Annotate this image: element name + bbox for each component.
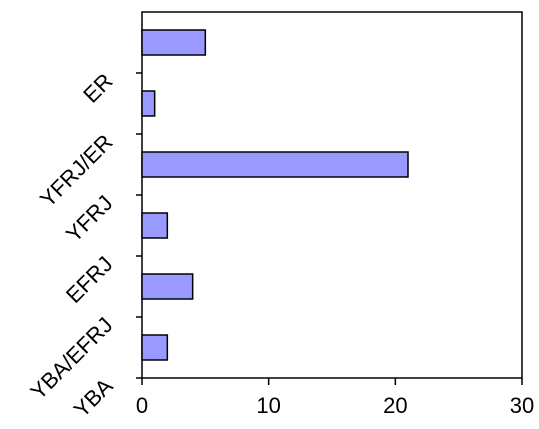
category-label: EFRJ xyxy=(61,251,118,308)
plot-area xyxy=(141,11,523,379)
bar xyxy=(141,29,207,56)
bars-group xyxy=(141,29,409,361)
x-tick-label: 30 xyxy=(510,393,534,418)
x-tick-label: 0 xyxy=(136,393,148,418)
category-label: ER xyxy=(78,68,117,107)
x-axis: 0 10 20 30 xyxy=(136,72,534,418)
x-tick-label: 20 xyxy=(383,393,407,418)
bar xyxy=(141,273,194,300)
bar xyxy=(141,334,169,361)
bar xyxy=(141,90,156,117)
bar xyxy=(141,212,169,239)
category-label: YFRJ xyxy=(61,190,118,247)
bar xyxy=(141,151,409,178)
category-label: YBA xyxy=(69,373,118,422)
x-tick-label: 10 xyxy=(256,393,280,418)
